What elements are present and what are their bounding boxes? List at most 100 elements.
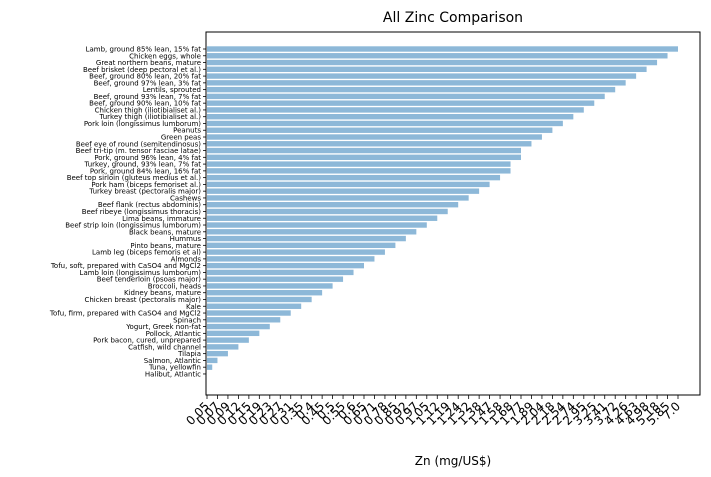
bar [207,114,574,120]
category-label: Lamb leg (biceps femoris et al) [92,249,201,257]
bar [207,141,532,147]
category-label: Beef, ground 90% lean, 10% fat [89,100,201,108]
bar [207,290,323,296]
category-label: Tofu, firm, prepared with CaSO4 and MgCl… [49,310,201,318]
bar [207,317,281,323]
bar [207,53,668,59]
bar [207,357,218,364]
category-label: Pork ham (biceps femoriset al.) [91,181,201,189]
category-label: Turkey breast (pectoralis major) [88,188,201,196]
category-label: Beef, ground 80% lean, 20% fat [89,73,201,81]
category-label: Kale [186,303,201,311]
bar [207,323,270,330]
category-label: Beef top sirloin (gluteus medius et al.) [67,174,202,182]
category-label: Chicken breast (pectoralis major) [84,296,201,304]
bar [207,303,302,309]
category-label: Peanuts [173,127,201,135]
category-label: Beef brisket (deep pectoral et al.) [83,66,201,74]
bar [207,330,260,337]
category-label: Halibut, Atlantic [145,370,201,378]
bar [207,215,438,221]
bar [207,276,344,282]
category-label: Broccoli, heads [148,282,202,290]
bar [207,242,396,249]
category-label: Beef strip loin (longissimus lumborum) [65,222,201,230]
category-label: Yogurt, Greek non-fat [125,323,201,331]
x-axis-ticks: 0.050.070.090.120.150.190.230.270.310.35… [183,395,683,428]
category-label: Cashews [170,194,201,202]
x-axis-label: Zn (mg/US$) [415,454,491,468]
bar [207,66,647,73]
category-label: Pork, ground 84% lean, 16% fat [90,167,201,175]
bar [207,174,501,181]
category-label: Chicken thigh (iliotibialiset al.) [95,106,202,114]
bar [207,208,448,215]
bar [207,59,658,66]
bar [207,168,511,174]
category-label: Lima beans, immature [122,215,201,223]
bar [207,93,605,100]
category-label: Kidney beans, mature [124,289,201,297]
bar [207,229,417,235]
bar [207,80,626,86]
category-label: Hummus [170,235,202,243]
chart-title: All Zinc Comparison [383,10,523,26]
category-label: Tuna, yellowfin [148,364,201,372]
bar [207,337,249,343]
category-label: Tofu, soft, prepared with CaSO4 and MgCl… [50,262,201,270]
bar [207,296,312,303]
bar [207,161,511,167]
bar [207,256,375,262]
bar [207,86,616,93]
bar [207,154,521,161]
category-label: Pinto beans, mature [130,242,201,250]
category-label: Beef eye of round (semitendinosus) [76,140,201,148]
category-label: Catfish, wild channel [128,343,201,351]
category-label: Turkey, ground, 93% lean, 7% fat [84,161,202,169]
bar [207,134,542,140]
category-label: Beef tenderloin (psoas major) [97,276,202,284]
category-label: Beef, ground 97% lean, 3% fat [94,79,202,87]
category-label: Beef ribeye (longissimus thoracis) [82,208,202,216]
category-label: Beef tri-tip (m. tensor fasciae latae) [76,147,202,155]
category-label: Spinach [173,316,201,324]
category-label: Chicken eggs, whole [129,52,201,60]
category-label: Pork, ground 96% lean, 4% fat [94,154,201,162]
category-label: Beef, ground 93% lean, 7% fat [94,93,202,101]
bar [207,235,406,242]
bar [207,202,459,208]
bar [207,364,213,370]
bar [207,73,637,79]
category-label: Great northern beans, mature [96,59,201,67]
bar [207,262,364,269]
category-label: Pollock, Atlantic [146,330,202,338]
category-label: Lamb loin (longissimus lumborum) [80,269,202,277]
category-label: Turkey thigh (iliotibialiset al.) [99,113,202,121]
category-label: Pork loin (longissimus lumborum) [84,120,201,128]
category-label: Green peas [161,134,201,142]
bar [207,46,678,52]
bar [207,283,333,289]
category-label: Beef flank (rectus abdominis) [98,201,201,209]
bar [207,100,595,106]
bar [207,195,469,201]
bar [207,222,427,228]
bar [207,310,291,316]
category-label: Lamb, ground 85% lean, 15% fat [86,46,202,54]
bar [207,107,584,113]
bar [207,127,553,133]
bar [207,249,385,255]
category-label: Lentils, sprouted [143,86,201,94]
category-label: Black beans, mature [129,228,201,236]
bar [207,120,563,127]
bar [207,344,239,350]
bar [207,181,490,188]
bars-layer [207,46,678,370]
category-label: Pork bacon, cured, unprepared [93,337,201,345]
category-label: Tilapia [177,350,201,358]
bar [207,147,521,154]
category-label: Almonds [171,255,202,263]
